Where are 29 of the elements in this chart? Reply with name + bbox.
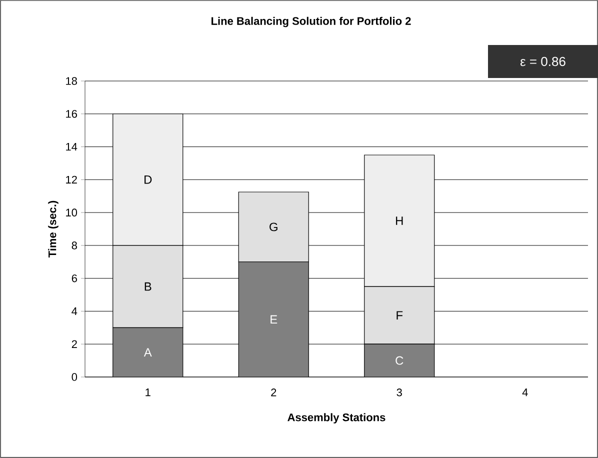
text: ε = 0.86	[520, 56, 566, 66]
data-label: B	[144, 282, 152, 291]
y-tick-label: 14	[66, 142, 78, 151]
y-tick-label: 12	[66, 176, 77, 184]
y-tick-label: 10	[66, 208, 78, 216]
x-tick-label: 4	[522, 388, 528, 396]
data-label: D	[144, 176, 152, 184]
bar	[238, 262, 309, 377]
x-tick-label: 1	[146, 388, 150, 396]
y-tick-label: 18	[66, 77, 77, 85]
x-tick-label: 2	[271, 388, 276, 396]
bar	[364, 344, 435, 377]
y-tick-label: 8	[72, 242, 77, 250]
bar	[112, 327, 184, 377]
data-label: F	[396, 311, 403, 320]
data-label: C	[396, 356, 404, 365]
y-axis-title: Time (sec.)	[48, 200, 58, 258]
x-tick-label: 3	[396, 388, 402, 396]
y-tick-label: 4	[72, 307, 78, 315]
data-label: A	[144, 348, 152, 356]
y-tick-label: 2	[72, 340, 77, 348]
data-label: G	[270, 222, 278, 232]
data-label: E	[270, 315, 278, 324]
y-tick-label: 0	[72, 373, 78, 381]
y-tick-label: 16	[66, 110, 77, 118]
y-tick-label: 6	[72, 274, 77, 282]
x-axis-title: Assembly Stations	[288, 413, 386, 424]
chart-title: Line Balancing Solution for Portfolio 2	[212, 16, 411, 28]
data-label: H	[396, 216, 403, 225]
